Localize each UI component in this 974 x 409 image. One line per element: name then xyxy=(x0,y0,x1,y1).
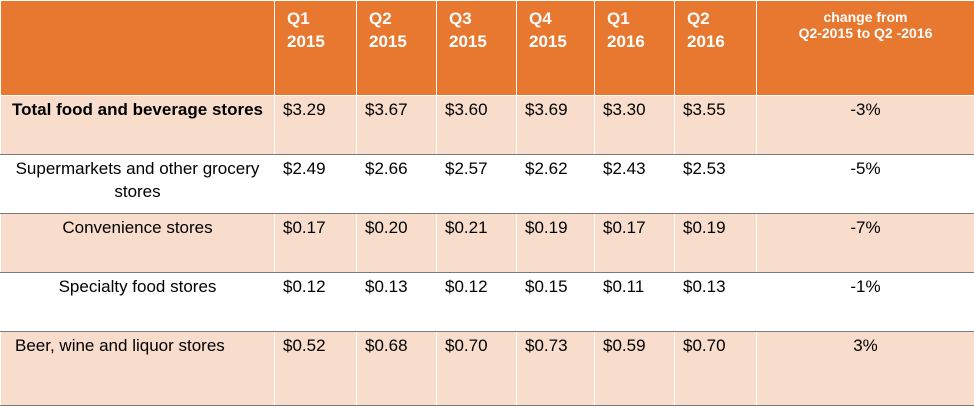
header-q4-2015: Q4 2015 xyxy=(516,0,595,96)
cell-value: $0.11 xyxy=(594,272,675,332)
header-q1-2015: Q1 2015 xyxy=(274,0,357,96)
cell-value: $0.59 xyxy=(594,331,675,406)
row-category: Convenience stores xyxy=(0,213,275,273)
table-row: Specialty food stores $0.12 $0.13 $0.12 … xyxy=(0,272,974,332)
cell-value: $2.66 xyxy=(356,154,437,214)
cell-value: $0.12 xyxy=(274,272,357,332)
cell-value: $0.21 xyxy=(436,213,517,273)
cell-value: $0.19 xyxy=(516,213,595,273)
table-row: Supermarkets and other grocery stores $2… xyxy=(0,154,974,214)
cell-value: $0.73 xyxy=(516,331,595,406)
cell-change: 3% xyxy=(756,331,974,406)
row-category: Specialty food stores xyxy=(0,272,275,332)
cell-change: -3% xyxy=(756,95,974,155)
cell-value: $0.70 xyxy=(674,331,757,406)
table-row: Total food and beverage stores $3.29 $3.… xyxy=(0,95,974,155)
header-q3-2015: Q3 2015 xyxy=(436,0,517,96)
cell-value: $2.49 xyxy=(274,154,357,214)
cell-value: $2.53 xyxy=(674,154,757,214)
cell-value: $0.15 xyxy=(516,272,595,332)
cell-value: $0.13 xyxy=(356,272,437,332)
cell-value: $0.52 xyxy=(274,331,357,406)
cell-value: $3.60 xyxy=(436,95,517,155)
row-category: Total food and beverage stores xyxy=(0,95,275,155)
table-row: Beer, wine and liquor stores $0.52 $0.68… xyxy=(0,331,974,406)
header-q1-2016: Q1 2016 xyxy=(594,0,675,96)
cell-value: $0.17 xyxy=(594,213,675,273)
cell-value: $2.57 xyxy=(436,154,517,214)
table-row: Convenience stores $0.17 $0.20 $0.21 $0.… xyxy=(0,213,974,273)
header-q2-2015: Q2 2015 xyxy=(356,0,437,96)
cell-value: $3.67 xyxy=(356,95,437,155)
cell-value: $3.55 xyxy=(674,95,757,155)
cell-value: $3.69 xyxy=(516,95,595,155)
cell-value: $0.19 xyxy=(674,213,757,273)
cell-value: $3.29 xyxy=(274,95,357,155)
cell-value: $2.43 xyxy=(594,154,675,214)
header-row: Q1 2015 Q2 2015 Q3 2015 Q4 2015 Q1 2016 Q2 201… xyxy=(0,0,974,96)
header-category-blank xyxy=(0,0,275,96)
cell-change: -7% xyxy=(756,213,974,273)
cell-value: $3.30 xyxy=(594,95,675,155)
cell-change: -1% xyxy=(756,272,974,332)
cell-value: $0.17 xyxy=(274,213,357,273)
cell-value: $0.70 xyxy=(436,331,517,406)
cell-change: -5% xyxy=(756,154,974,214)
header-change: change from Q2-2015 to Q2 -2016 xyxy=(756,0,974,96)
cell-value: $0.12 xyxy=(436,272,517,332)
cell-value: $0.68 xyxy=(356,331,437,406)
cell-value: $2.62 xyxy=(516,154,595,214)
header-q2-2016: Q2 2016 xyxy=(674,0,757,96)
cell-value: $0.13 xyxy=(674,272,757,332)
row-category: Supermarkets and other grocery stores xyxy=(0,154,275,214)
row-category: Beer, wine and liquor stores xyxy=(0,331,275,406)
cell-value: $0.20 xyxy=(356,213,437,273)
